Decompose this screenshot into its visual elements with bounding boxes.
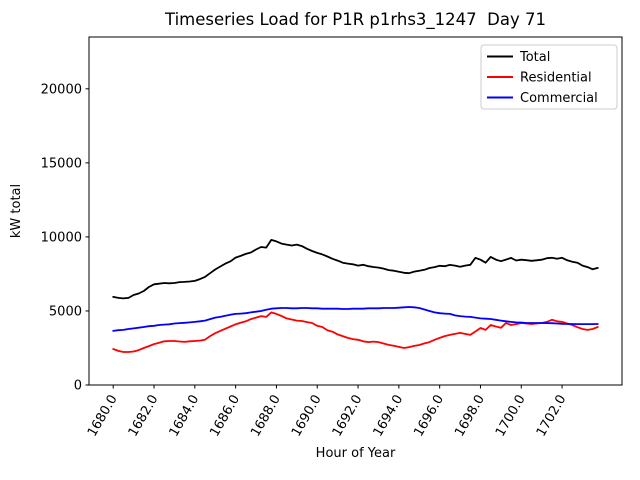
- x-tick-label: 1694.0: [371, 393, 407, 440]
- residential-line: [112, 311, 599, 353]
- y-tick-label: 0: [74, 379, 82, 394]
- x-tick-label: 1688.0: [248, 393, 284, 440]
- total-line: [112, 238, 599, 300]
- commercial-line: [112, 306, 599, 332]
- legend-box: [480, 44, 618, 110]
- x-tick-label: 1680.0: [85, 393, 121, 440]
- x-axis-ticks: 1680.0 1682.0 1684.0 1686.0 1688.0 1690.0 1692…: [85, 385, 570, 439]
- x-tick-label: 1684.0: [167, 393, 203, 440]
- chart-title: Timeseries Load for P1R p1rhs3_1247 Day …: [164, 10, 546, 30]
- y-tick-label: 15000: [41, 156, 82, 171]
- x-tick-label: 1682.0: [126, 393, 162, 440]
- x-tick-label: 1690.0: [289, 393, 325, 440]
- legend: Total Residential Commercial: [480, 44, 618, 110]
- x-tick-label: 1692.0: [330, 393, 366, 440]
- y-axis-label: kW total: [9, 184, 24, 238]
- x-tick-label: 1686.0: [207, 393, 243, 440]
- y-axis-ticks: 0 5000 10000 15000 20000: [41, 82, 89, 394]
- legend-label-total: Total: [519, 50, 550, 65]
- y-tick-label: 20000: [41, 82, 82, 97]
- series-lines: [112, 238, 599, 353]
- y-tick-label: 10000: [41, 230, 82, 245]
- legend-label-residential: Residential: [520, 71, 592, 86]
- x-tick-label: 1696.0: [411, 393, 447, 440]
- legend-label-commercial: Commercial: [520, 91, 598, 106]
- x-tick-label: 1700.0: [493, 393, 529, 440]
- y-tick-label: 5000: [49, 304, 82, 319]
- x-axis-label: Hour of Year: [316, 446, 396, 461]
- x-tick-label: 1698.0: [452, 393, 488, 440]
- plot-area: [88, 36, 623, 386]
- x-tick-label: 1702.0: [534, 393, 570, 440]
